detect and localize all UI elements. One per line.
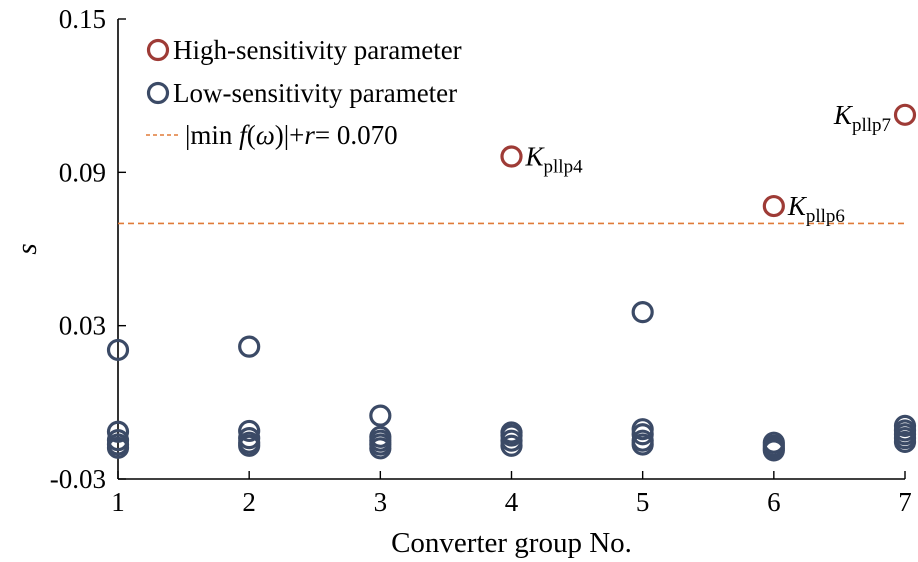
low-sensitivity-point bbox=[238, 419, 261, 443]
low-sensitivity-point bbox=[631, 433, 654, 456]
x-tick-label: 1 bbox=[111, 487, 125, 517]
legend-marker-low bbox=[146, 81, 170, 105]
annotations: Kpllp4 Kpllp6 Kpllp7 bbox=[525, 100, 892, 227]
point-annotation: Kpllp7 bbox=[833, 100, 891, 136]
points-layer bbox=[106, 103, 917, 462]
legend-label-low: Low-sensitivity parameter bbox=[173, 78, 457, 108]
low-sensitivity-point bbox=[106, 338, 130, 362]
low-sensitivity-point bbox=[238, 434, 261, 457]
x-tick-label: 4 bbox=[505, 487, 519, 517]
low-sensitivity-point bbox=[369, 437, 392, 460]
x-tick-label: 5 bbox=[636, 487, 650, 517]
x-tick-label: 7 bbox=[898, 487, 912, 517]
high-sensitivity-point bbox=[762, 194, 785, 218]
high-sensitivity-point bbox=[893, 103, 917, 126]
axes: 0.15 0.09 0.03 -0.031 2 3 4 5 6 7 Converter group … bbox=[11, 4, 912, 559]
high-sensitivity-point bbox=[500, 145, 523, 168]
x-axis-label: Converter group No. bbox=[391, 527, 632, 559]
y-tick-label: 0.03 bbox=[59, 311, 106, 341]
y-axis-label: s bbox=[11, 243, 43, 254]
point-annotation: Kpllp4 bbox=[525, 141, 584, 177]
low-sensitivity-point bbox=[369, 404, 392, 427]
y-tick-label: 0.09 bbox=[59, 157, 106, 187]
legend-label-threshold: |min f(ω)|+r= 0.070 bbox=[185, 120, 398, 150]
x-tick-label: 2 bbox=[242, 487, 256, 517]
low-sensitivity-point bbox=[631, 423, 654, 446]
y-tick-label: 0.15 bbox=[59, 4, 106, 34]
x-tick-label: 6 bbox=[767, 487, 781, 517]
legend-label-high: High-sensitivity parameter bbox=[173, 35, 462, 65]
y-tick-label: -0.03 bbox=[50, 464, 106, 494]
low-sensitivity-point bbox=[106, 436, 130, 459]
legend-marker-high bbox=[146, 38, 170, 62]
low-sensitivity-point bbox=[631, 301, 654, 324]
low-sensitivity-point bbox=[238, 335, 261, 358]
low-sensitivity-point bbox=[762, 439, 785, 462]
low-sensitivity-point bbox=[893, 430, 917, 454]
x-tick-label: 3 bbox=[374, 487, 388, 517]
low-sensitivity-point bbox=[500, 434, 523, 457]
low-sensitivity-point bbox=[106, 420, 130, 443]
legend: High-sensitivity parameter Low-sensitivit… bbox=[146, 35, 462, 150]
point-annotation: Kpllp6 bbox=[787, 191, 845, 227]
